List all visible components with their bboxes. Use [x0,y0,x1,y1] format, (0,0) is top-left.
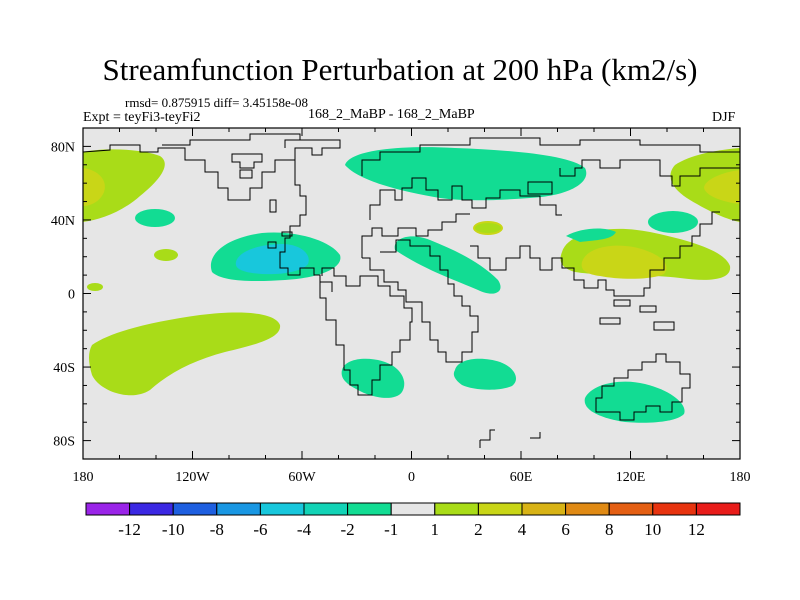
axis-ticks [82,127,741,460]
coastlines [83,133,740,448]
colorbar-swatch [259,502,305,516]
colorbar-level-label: -4 [297,520,312,539]
x-tick-label: 60E [510,470,533,485]
coast-antarctica [479,429,541,448]
coast-greenland [231,153,263,179]
x-tick-label: 120E [616,470,646,485]
coast-mediterranean [361,213,470,258]
x-tick-label: 120W [175,470,210,485]
anomaly-pac-tiny-negative [154,249,178,261]
colorbar-swatch [390,502,436,516]
colorbar-swatch [521,502,567,516]
colorbar-level-label: -6 [253,520,267,539]
colorbar [85,502,741,516]
colorbar-swatch [477,502,523,516]
colorbar-level-label: 1 [431,520,440,539]
colorbar-level-label: 2 [474,520,483,539]
colorbar-level-label: -1 [384,520,398,539]
colorbar-labels: -12 -10 -8 -6 -4 -2 -1 1 2 4 6 8 10 12 [118,520,705,539]
anomaly-npac-small-negative [135,209,175,227]
coast-south-america [319,267,413,396]
y-tick-label: 80S [53,435,75,450]
coast-na-east [279,160,333,292]
y-tick-label: 40N [51,214,75,229]
anomaly-eastasia-negative [648,211,698,233]
y-tick-label: 40S [53,361,75,376]
colorbar-level-label: 6 [561,520,570,539]
tick-labels: 180 120W 60W 0 60E 120E 180 80N 40N 0 40S 80S [51,140,751,485]
anomaly-mideast-positive-edge [475,223,501,233]
colorbar-level-label: 10 [644,520,661,539]
contour-fields [83,147,740,423]
season-label: DJF [712,110,736,125]
colorbar-swatch [172,502,218,516]
colorbar-swatch [652,502,697,516]
anomaly-caribbean-inner [235,244,309,275]
x-tick-label: 180 [730,470,751,485]
anomaly-npac-west-inner [704,170,740,204]
colorbar-level-label: -10 [162,520,185,539]
coast-europe [369,177,562,220]
anomaly-sind-negative [453,358,516,390]
anomaly-sahara-negative [394,236,501,294]
colorbar-swatch [216,502,261,516]
colorbar-swatch [347,502,392,516]
colorbar-swatch [434,502,479,516]
coast-africa [362,239,479,363]
coast-siberia [559,159,740,187]
anomaly-satl-negative [341,358,405,398]
anomaly-npac-east-inner [83,168,105,206]
anomaly-arctic-negative [345,147,587,201]
colorbar-swatch [565,502,610,516]
x-tick-label: 60W [288,470,316,485]
coast-caspian [527,181,553,195]
coast-australia [595,353,691,421]
anomaly-spac-positive [89,312,281,396]
x-tick-label: 0 [408,470,415,485]
coast-caribbean [267,231,293,249]
anomaly-jp-negative [566,228,616,242]
colorbar-level-label: 4 [518,520,527,539]
coast-arctic-islands [269,139,300,213]
y-tick-label: 0 [68,288,75,303]
coast-se-asia [599,299,675,331]
colorbar-level-label: 8 [605,520,614,539]
case-label: 168_2_MaBP - 168_2_MaBP [308,107,475,122]
y-tick-label: 80N [51,140,75,155]
stats-line: rmsd= 0.875915 diff= 3.45158e-08 [125,95,309,110]
coast-eurasia [361,137,740,176]
anomaly-midatl-tiny [87,283,103,291]
colorbar-level-label: 12 [688,520,705,539]
x-tick-label: 180 [73,470,94,485]
chart-title: Streamfunction Perturbation at 200 hPa (… [102,52,698,87]
expt-label: Expt = teyFi3-teyFi2 [83,110,201,125]
colorbar-swatch [129,502,174,516]
colorbar-swatch [608,502,654,516]
colorbar-level-label: -8 [210,520,224,539]
colorbar-swatch [695,502,741,516]
colorbar-level-label: -2 [341,520,355,539]
colorbar-swatch [303,502,349,516]
anomaly-eastasia-inner [581,245,667,279]
coast-north-america [83,133,341,201]
coast-arabia [470,211,720,297]
colorbar-level-label: -12 [118,520,141,539]
colorbar-swatch [85,502,131,516]
anomaly-npac-east-outer [83,149,165,222]
